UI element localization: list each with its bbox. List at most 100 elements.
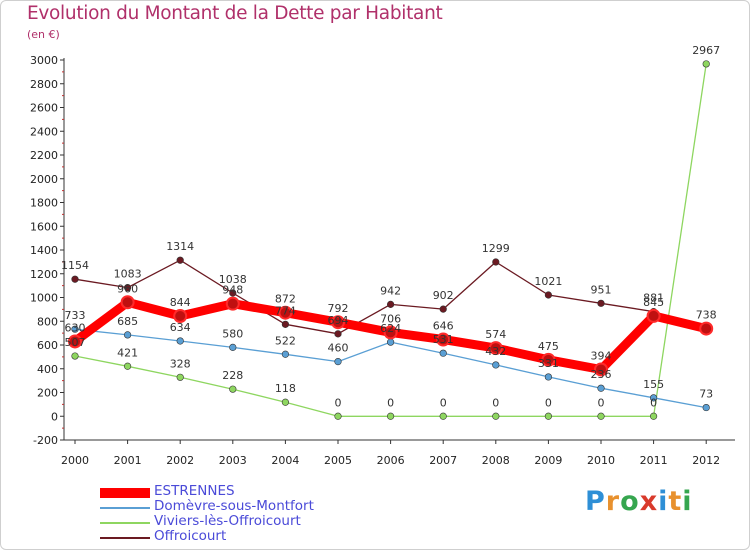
data-point: [176, 256, 184, 264]
data-point: [229, 343, 237, 351]
data-point: [597, 412, 605, 420]
data-label: 236: [591, 368, 612, 381]
data-label: 902: [433, 289, 454, 302]
axes: -200020040060080010001200140016001800200…: [30, 54, 735, 467]
data-label: 155: [643, 378, 664, 391]
data-label: 960: [117, 282, 138, 295]
x-tick-label: 2008: [482, 454, 510, 467]
data-point: [597, 299, 605, 307]
data-label: 1083: [114, 268, 142, 281]
y-tick-label: 1000: [30, 292, 58, 305]
y-tick-label: 0: [51, 410, 58, 423]
data-label: 845: [643, 296, 664, 309]
logo-letter: x: [639, 486, 659, 517]
chart-unit: (en €): [27, 28, 60, 41]
data-label: 872: [275, 293, 296, 306]
logo-letter: P: [585, 486, 606, 517]
data-label: 522: [275, 334, 296, 347]
data-label: 2967: [692, 44, 720, 57]
data-point: [439, 412, 447, 420]
data-point: [387, 338, 395, 346]
series-layer: [68, 60, 714, 420]
data-point: [278, 305, 293, 320]
data-label: 394: [591, 349, 612, 362]
data-label: 0: [492, 396, 499, 409]
data-label: 331: [538, 357, 559, 370]
y-tick-label: -200: [33, 434, 58, 447]
data-label: 738: [696, 309, 717, 322]
data-point: [383, 325, 398, 340]
y-tick-label: 3000: [30, 54, 58, 67]
data-label: 0: [545, 396, 552, 409]
logo-letter: r: [605, 486, 621, 517]
data-label: 0: [387, 396, 394, 409]
data-label: 844: [170, 296, 191, 309]
data-label: 1154: [61, 259, 89, 272]
data-point: [649, 412, 658, 420]
data-point: [229, 385, 237, 393]
data-label: 706: [380, 312, 401, 325]
x-tick-label: 2000: [61, 454, 89, 467]
x-tick-label: 2002: [166, 454, 194, 467]
data-point: [176, 373, 184, 381]
data-point: [699, 321, 714, 336]
chart-title: Evolution du Montant de la Dette par Hab…: [27, 3, 443, 24]
data-point: [541, 352, 556, 367]
data-point: [123, 284, 132, 292]
y-tick-label: 1800: [30, 197, 58, 210]
data-label: 460: [328, 342, 349, 355]
data-point: [225, 296, 240, 311]
x-tick-label: 2003: [219, 454, 247, 467]
legend-label: Offroicourt: [154, 528, 227, 544]
data-point: [488, 341, 503, 356]
data-label: 1038: [219, 273, 247, 286]
data-label: 1314: [166, 240, 194, 253]
data-label: 328: [170, 357, 191, 370]
y-tick-label: 2800: [30, 78, 58, 91]
data-label: 421: [117, 346, 138, 359]
data-label: 580: [222, 327, 243, 340]
data-point: [281, 398, 290, 406]
data-point: [646, 308, 661, 323]
series-line-offroicourt: [74, 259, 655, 335]
data-label: 531: [433, 333, 454, 346]
data-point: [439, 305, 447, 313]
y-tick-label: 1600: [30, 220, 58, 233]
data-label: 0: [650, 396, 657, 409]
data-label: 507: [65, 336, 86, 349]
data-point: [281, 320, 290, 328]
y-tick-label: 2400: [30, 125, 58, 138]
data-label: 0: [598, 396, 605, 409]
data-point: [173, 309, 188, 324]
data-label: 0: [440, 396, 447, 409]
data-point: [71, 325, 79, 333]
x-tick-label: 2005: [324, 454, 352, 467]
x-tick-label: 2009: [534, 454, 562, 467]
data-point: [334, 412, 342, 420]
data-label: 0: [335, 396, 342, 409]
data-label: 685: [117, 315, 138, 328]
data-label: 118: [275, 382, 296, 395]
y-tick-label: 2600: [30, 102, 58, 115]
data-label: 646: [433, 320, 454, 333]
legend-label: Viviers-lès-Offroicourt: [154, 513, 301, 529]
y-tick-label: 2200: [30, 149, 58, 162]
y-tick-label: 200: [37, 387, 58, 400]
data-point: [387, 412, 395, 420]
data-label: 574: [485, 328, 506, 341]
data-point: [68, 334, 82, 349]
data-label: 774: [275, 304, 296, 317]
data-point: [439, 349, 447, 357]
data-point: [387, 300, 395, 308]
data-label: 951: [591, 283, 612, 296]
data-label: 634: [170, 321, 191, 334]
data-label: 792: [328, 302, 349, 315]
data-labels: 1154 1083 1314 1038 774 694 942 902 1299 1021 951 8…: [61, 44, 720, 409]
legend-label: ESTRENNES: [154, 483, 235, 499]
data-label: 733: [65, 309, 86, 322]
logo-letter: t: [668, 486, 683, 517]
y-tick-label: 600: [37, 339, 58, 352]
data-point: [544, 412, 553, 420]
x-tick-label: 2011: [640, 454, 668, 467]
